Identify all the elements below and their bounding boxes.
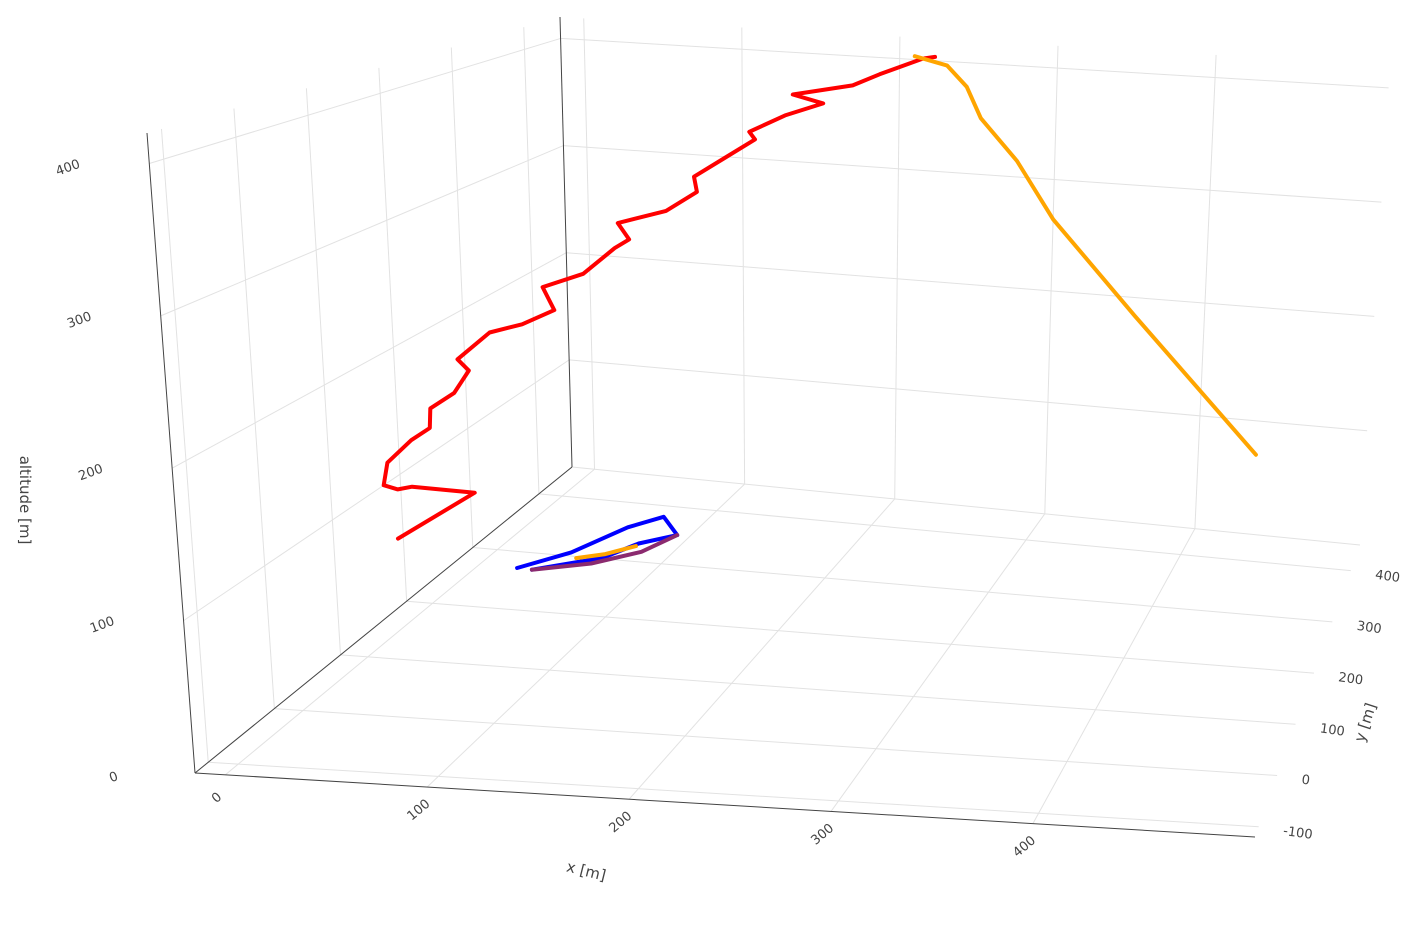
left-wall-grid-z (183, 359, 570, 622)
floor-grid-x (426, 483, 745, 788)
back-wall-grid-z (571, 466, 1361, 546)
left-wall-grid-y (378, 67, 408, 602)
back-wall-grid-z (569, 359, 1368, 432)
left-wall-grid-y (233, 108, 275, 709)
back-wall-grid-x (894, 36, 901, 499)
back-wall-grid-z (566, 252, 1375, 317)
y-tick-label: 0 (1301, 773, 1311, 789)
left-wall-grid-y (523, 27, 540, 494)
x-tick-label: 100 (405, 797, 434, 824)
trajectory-trace-2 (912, 54, 1258, 457)
floor-grid-y (208, 761, 1259, 828)
y-axis-line (194, 466, 573, 774)
y-tick-label: 100 (1319, 721, 1346, 739)
x-tick-label: 200 (607, 809, 636, 836)
trajectory-trace-1 (381, 54, 937, 541)
trajectory-trace-4 (529, 533, 680, 572)
x-tick-label: 0 (209, 790, 225, 807)
left-wall-grid-y (305, 88, 342, 655)
axis-lines (146, 16, 1256, 838)
floor-grid-y (538, 493, 1351, 572)
x-axis-title: x [m] (565, 858, 608, 885)
grid-lines (149, 18, 1389, 828)
floor-grid-y (274, 708, 1278, 777)
x-axis-line (194, 772, 1256, 838)
floor-grid-x (224, 468, 595, 776)
z-tick-label: 400 (54, 157, 82, 180)
left-wall-grid-z (160, 145, 564, 317)
back-wall-grid-z (560, 37, 1389, 89)
z-tick-label: 100 (88, 614, 116, 637)
trajectory-trace-3 (515, 514, 680, 572)
left-wall-grid-y (450, 47, 474, 548)
floor-grid-x (628, 498, 896, 800)
left-wall-grid-y (160, 128, 209, 763)
floor-grid-y (472, 547, 1333, 623)
back-wall-grid-x (1194, 54, 1217, 529)
floor-grid-y (406, 600, 1314, 674)
z-axis-line (146, 132, 196, 774)
z-tick-label: 300 (65, 309, 93, 332)
y-tick-label: 400 (1374, 568, 1401, 586)
z-tick-label: 0 (107, 769, 120, 786)
y-tick-label: 300 (1356, 619, 1383, 637)
y-tick-label: -100 (1282, 824, 1313, 843)
left-wall-grid-z (171, 252, 567, 469)
trajectory-trace-5 (574, 544, 638, 561)
back-wall-grid-z (563, 145, 1382, 203)
y-axis-title: y [m] (1351, 701, 1380, 745)
tick-labels: 0 100 200 300 400 -100 0 100 200 300 400 0 100 200 300… (54, 157, 1401, 861)
z-axis-title: altitude [m] (16, 456, 34, 545)
x-tick-label: 400 (1010, 833, 1039, 860)
back-wall-grid-x (1044, 45, 1059, 514)
back-wall-grid-x (583, 18, 596, 470)
x-tick-label: 300 (808, 821, 837, 848)
floor-grid-x (1032, 528, 1196, 824)
floor-grid-x (830, 513, 1046, 812)
back-wall-grid-x (741, 27, 746, 485)
y-tick-label: 200 (1337, 670, 1364, 688)
z-tick-label: 200 (77, 462, 105, 485)
left-wall-grid-z (149, 37, 561, 164)
trajectory-traces (381, 54, 1258, 572)
z-axis-back-line (559, 16, 573, 468)
floor-grid-y (340, 654, 1296, 725)
